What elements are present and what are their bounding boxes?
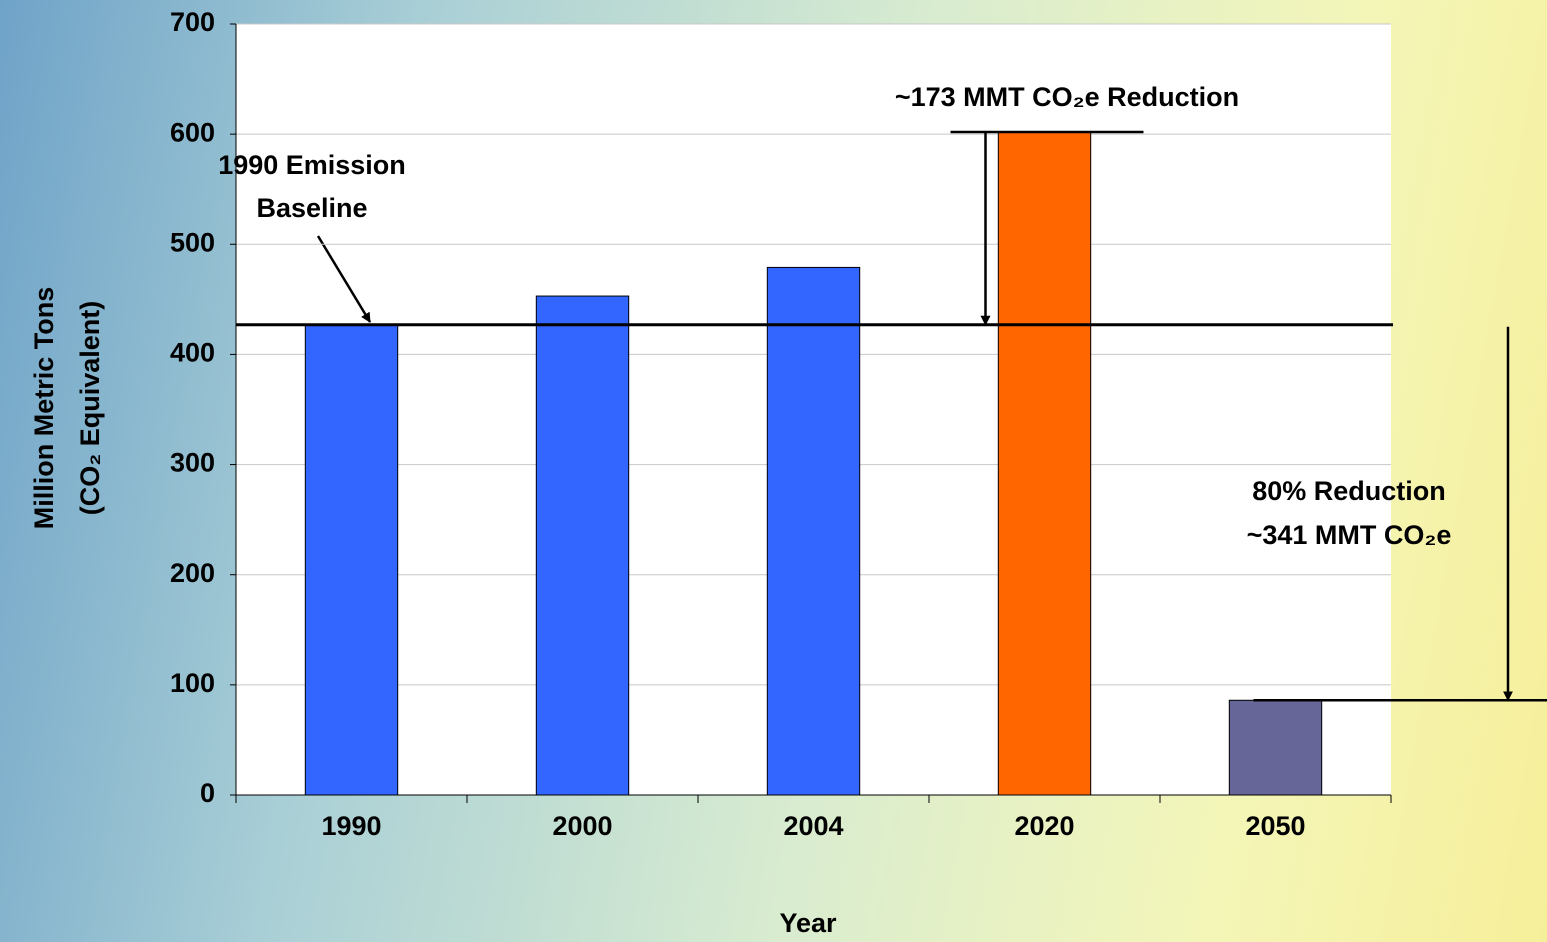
x-tick-label: 2020 (1014, 811, 1074, 841)
y-axis-label: (CO₂ Equivalent) (75, 301, 105, 516)
y-tick-label: 0 (200, 778, 215, 808)
x-tick-label: 1990 (321, 811, 381, 841)
y-tick-label: 600 (170, 117, 215, 147)
x-tick-label: 2004 (783, 811, 843, 841)
annotation: Baseline (256, 193, 367, 223)
y-tick-label: 200 (170, 558, 215, 588)
y-axis-label: Million Metric Tons (29, 287, 59, 530)
bar (1229, 700, 1321, 795)
bar (998, 132, 1090, 795)
chart: Year Million Metric Tons (CO₂ Equivalent… (0, 0, 1547, 942)
x-tick-label: 2050 (1245, 811, 1305, 841)
y-tick-label: 700 (170, 7, 215, 37)
annotation: 80% Reduction (1252, 476, 1446, 506)
x-axis-label: Year (779, 908, 837, 938)
y-tick-label: 400 (170, 338, 215, 368)
bar (536, 296, 628, 795)
annotation: ~173 MMT CO₂e Reduction (895, 82, 1239, 112)
y-tick-label: 100 (170, 668, 215, 698)
bar (767, 267, 859, 795)
annotation: ~341 MMT CO₂e (1247, 520, 1452, 550)
annotation: 1990 Emission (218, 150, 406, 180)
y-tick-label: 500 (170, 227, 215, 257)
page: Year Million Metric Tons (CO₂ Equivalent… (0, 0, 1547, 942)
x-tick-label: 2000 (552, 811, 612, 841)
y-tick-label: 300 (170, 448, 215, 478)
bar (305, 325, 397, 795)
